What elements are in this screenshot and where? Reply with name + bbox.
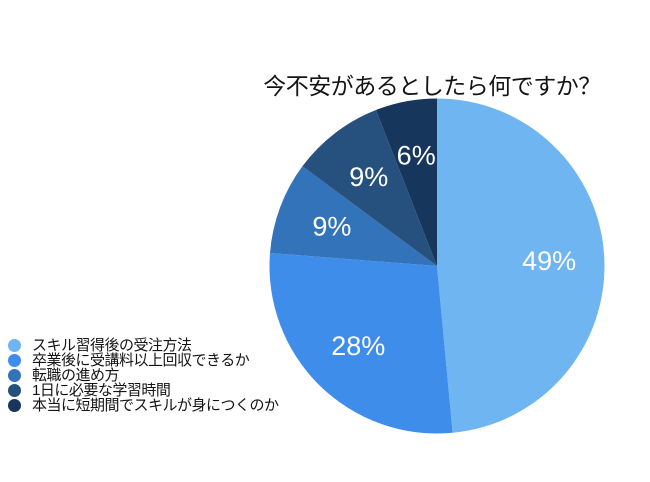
pie-slice-3 [302, 110, 437, 266]
legend-swatch-icon [8, 354, 21, 367]
pie-slice-percent-label: 9% [312, 212, 351, 242]
legend-swatch-icon [8, 384, 21, 397]
legend-label: スキル習得後の受注方法 [32, 337, 192, 354]
legend-label: 転職の進め方 [32, 367, 120, 384]
legend-item-0: スキル習得後の受注方法 [8, 338, 279, 353]
legend-label: 1日に必要な学習時間 [32, 382, 171, 399]
legend-item-3: 1日に必要な学習時間 [8, 383, 279, 398]
legend-item-1: 卒業後に受講料以上回収できるか [8, 353, 279, 368]
legend-swatch-icon [8, 369, 21, 382]
pie-slice-2 [270, 166, 437, 266]
pie-slice-0 [437, 98, 605, 433]
legend-item-4: 本当に短期間でスキルが身につくのか [8, 398, 279, 413]
pie-slice-percent-label: 49% [522, 246, 576, 276]
pie-slice-percent-label: 9% [349, 162, 388, 192]
chart-title: 今不安があるとしたら何ですか？ [263, 73, 601, 99]
pie-slice-1 [269, 252, 453, 434]
legend-swatch-icon [8, 339, 21, 352]
pie-slice-4 [375, 98, 437, 266]
pie-slice-percent-label: 6% [397, 141, 436, 171]
legend-swatch-icon [8, 399, 21, 412]
legend-label: 卒業後に受講料以上回収できるか [32, 352, 250, 369]
legend-item-2: 転職の進め方 [8, 368, 279, 383]
chart-legend: スキル習得後の受注方法 卒業後に受講料以上回収できるか 転職の進め方 1日に必要な学習… [8, 338, 279, 413]
pie-slice-percent-label: 28% [331, 331, 385, 361]
legend-label: 本当に短期間でスキルが身につくのか [32, 397, 279, 414]
